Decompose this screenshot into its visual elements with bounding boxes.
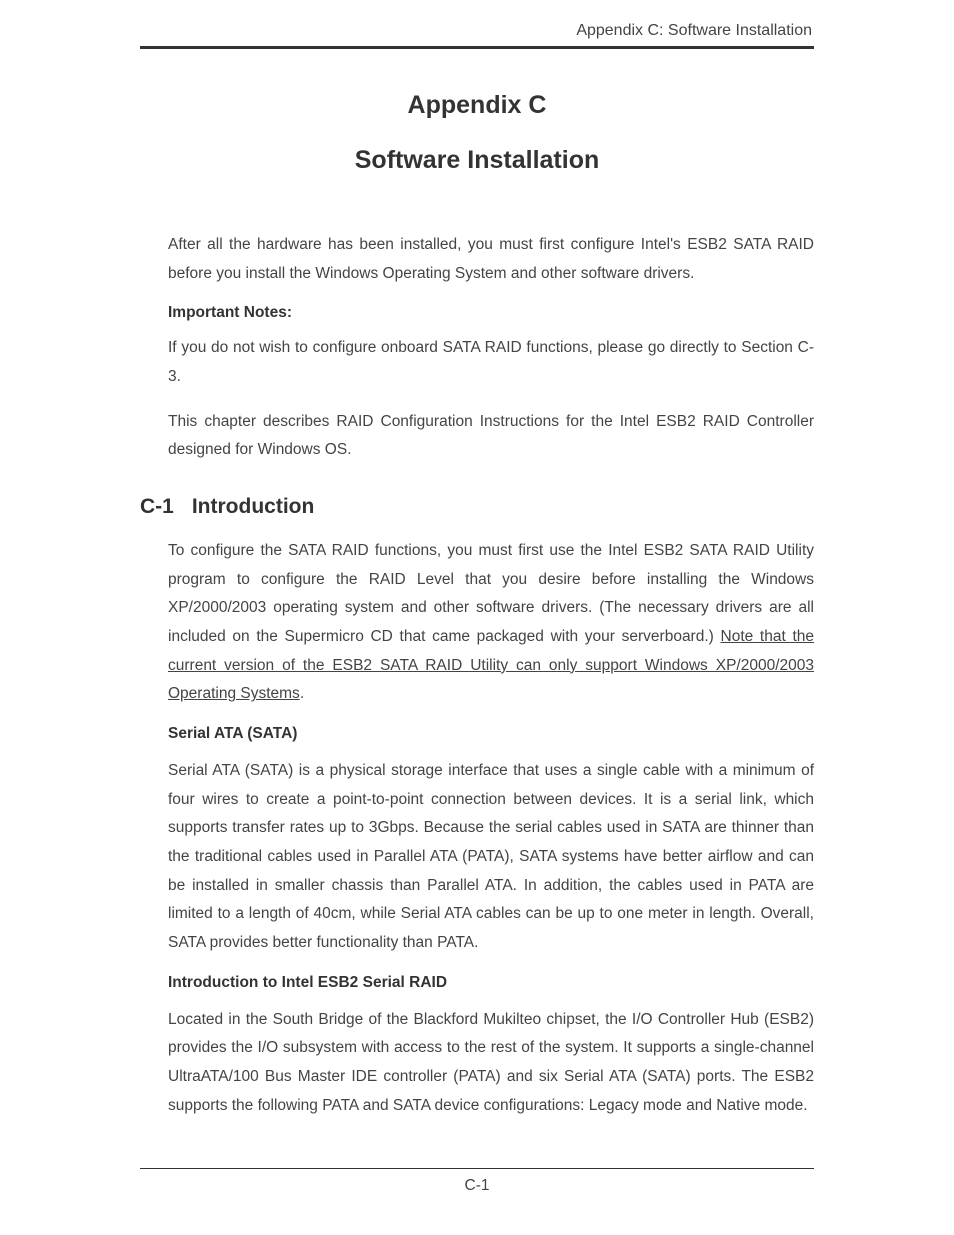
section-number: C-1 — [140, 495, 174, 519]
important-notes-para-1: If you do not wish to configure onboard … — [140, 334, 814, 391]
sata-subheading: Serial ATA (SATA) — [140, 725, 814, 743]
appendix-label: Appendix C — [140, 91, 814, 120]
running-head: Appendix C: Software Installation — [140, 22, 814, 40]
document-page: Appendix C: Software Installation Append… — [0, 0, 954, 1120]
c1-paragraph-1: To configure the SATA RAID functions, yo… — [140, 537, 814, 709]
footer-rule — [140, 1168, 814, 1169]
esb2-paragraph: Located in the South Bridge of the Black… — [140, 1006, 814, 1121]
section-title: Introduction — [192, 495, 314, 518]
c1-para1-text: To configure the SATA RAID functions, yo… — [168, 542, 814, 645]
important-notes-heading: Important Notes: — [140, 304, 814, 322]
intro-paragraph: After all the hardware has been installe… — [140, 231, 814, 288]
page-number: C-1 — [0, 1177, 954, 1195]
esb2-subheading: Introduction to Intel ESB2 Serial RAID — [140, 974, 814, 992]
c1-para1-end: . — [300, 685, 304, 702]
sata-paragraph: Serial ATA (SATA) is a physical storage … — [140, 757, 814, 958]
header-rule — [140, 46, 814, 49]
important-notes-para-2: This chapter describes RAID Configuratio… — [140, 408, 814, 465]
section-c1-heading: C-1 Introduction — [140, 495, 814, 519]
main-title: Software Installation — [140, 146, 814, 175]
